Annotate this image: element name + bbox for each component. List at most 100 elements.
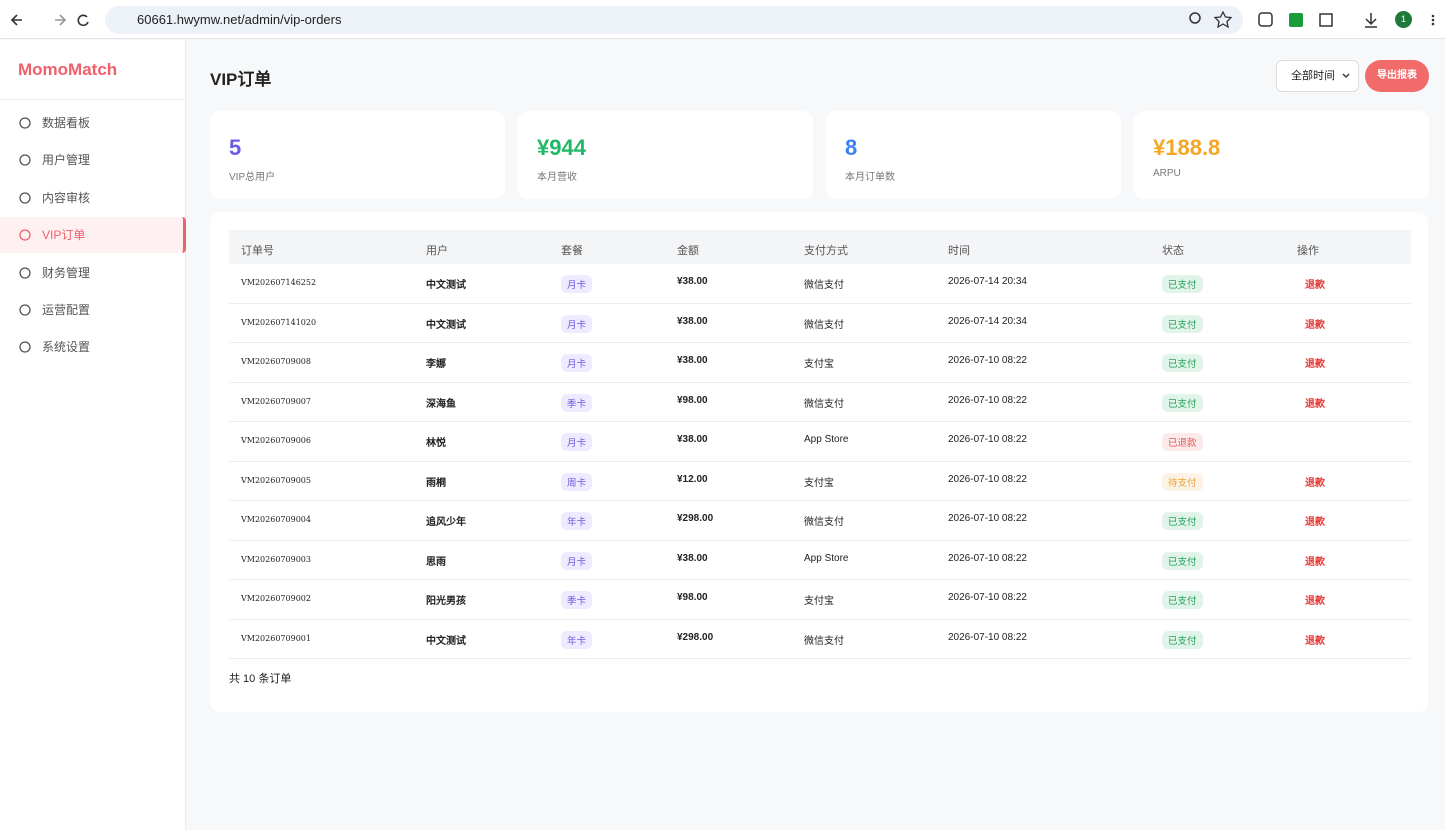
cell-plan: 年卡 [561,630,593,649]
cell-plan: 月卡 [561,551,593,570]
cell-amount: ¥38.00 [677,315,708,327]
cell-time: 2026-07-10 08:22 [948,434,1027,445]
stat-label: 本月订单数 [845,172,895,183]
cell-payment: 微信支付 [804,398,844,410]
browser-toolbar: 60661.hwymw.net/admin/vip-orders 1 [0,0,1445,39]
stat-value: 8 [845,135,858,160]
row-divider [229,381,1411,383]
cell-time: 2026-07-10 08:22 [948,394,1027,406]
cell-user: 阳光男孩 [426,596,466,607]
cell-user: 中文测试 [426,280,466,291]
divider [0,99,186,100]
stat-label: ARPU [1153,168,1181,179]
cell-amount: ¥38.00 [677,434,708,445]
cell-plan: 月卡 [561,314,593,333]
cell-time: 2026-07-10 08:22 [948,552,1027,564]
cell-id: VM202607146252 [241,278,317,287]
cell-id: VM20260709005 [241,475,311,485]
cell-time: 2026-07-14 20:34 [948,276,1027,287]
address-bar[interactable]: 60661.hwymw.net/admin/vip-orders [105,6,1243,34]
refund-link[interactable]: 退款 [1305,319,1325,331]
refund-link[interactable]: 退款 [1305,359,1325,370]
cell-user: 中文测试 [426,319,466,331]
chevron [1342,73,1350,78]
cell-id: VM20260709002 [241,594,311,603]
cell-plan: 季卡 [561,591,593,609]
cell-amount: ¥38.00 [677,552,708,564]
cell-id: VM202607141020 [241,317,317,327]
cell-status: 已支付 [1162,354,1203,372]
profile-avatar[interactable]: 1 [1395,11,1412,28]
cell-plan: 月卡 [561,275,593,293]
table-header [229,230,1411,264]
refund-link[interactable]: 退款 [1305,280,1325,291]
stat-value: ¥188.8 [1153,135,1221,160]
column-header: 时间 [948,245,970,257]
row-divider [229,539,1411,541]
refund-link[interactable]: 退款 [1305,398,1325,410]
menu-item[interactable]: 内容审核 [0,180,186,216]
cell-user: 雨桐 [426,477,446,489]
cell-user: 中文测试 [426,635,466,647]
cell-id: VM20260709004 [241,515,311,524]
cell-plan: 季卡 [561,393,593,412]
row-divider [229,500,1411,501]
cell-user: 追风少年 [426,517,466,528]
refund-link[interactable]: 退款 [1305,517,1325,528]
cell-id: VM20260709008 [241,357,311,366]
table-card [210,212,1428,712]
menu-item[interactable]: 财务管理 [0,255,186,291]
stat-value: ¥944 [537,135,586,160]
column-header: 操作 [1297,245,1319,257]
stat-card: 8 本月订单数 [826,111,1121,199]
cell-payment: App Store [804,552,849,564]
cell-amount: ¥38.00 [677,355,708,366]
cell-amount: ¥98.00 [677,592,708,603]
cell-user: 林悦 [426,438,446,449]
row-divider [229,302,1411,304]
menu-icon [19,304,31,316]
cell-payment: 支付宝 [804,596,834,607]
stat-card: ¥188.8 ARPU [1134,111,1429,199]
stat-label: VIP总用户 [229,172,276,183]
refund-link[interactable]: 退款 [1305,556,1325,568]
refund-link[interactable]: 退款 [1305,635,1325,647]
column-header: 订单号 [241,245,274,257]
export-button[interactable]: 导出报表 [1365,60,1429,92]
table-footer: 共 10 条订单 [229,673,292,685]
cell-payment: 微信支付 [804,517,844,528]
cell-plan: 月卡 [561,354,593,372]
cell-status: 已支付 [1162,630,1203,649]
row-divider [229,579,1411,580]
cell-time: 2026-07-10 08:22 [948,513,1027,524]
menu-icon [19,192,31,204]
cell-time: 2026-07-10 08:22 [948,592,1027,603]
menu-item[interactable]: 运营配置 [0,292,186,328]
cell-status: 已支付 [1162,275,1203,293]
cell-payment: 支付宝 [804,359,834,370]
refund-link[interactable]: 退款 [1305,477,1325,489]
cell-amount: ¥38.00 [677,276,708,287]
menu-icon [19,266,31,279]
refund-link[interactable]: 退款 [1305,596,1325,607]
column-header: 金额 [677,245,699,257]
menu-item[interactable]: 用户管理 [0,142,186,178]
cell-status: 待支付 [1162,472,1203,491]
cell-plan: 月卡 [561,433,593,451]
menu-item[interactable]: 系统设置 [0,329,186,365]
cell-payment: 微信支付 [804,280,844,291]
row-divider [229,421,1411,422]
time-filter[interactable]: 全部时间 [1276,60,1359,92]
menu-item[interactable]: 数据看板 [0,105,186,141]
cell-status: 已支付 [1162,393,1203,412]
menu-icon [19,154,31,167]
cell-id: VM20260709001 [241,633,311,643]
menu-item[interactable]: VIP订单 [0,217,186,254]
nav-buttons[interactable] [10,10,90,30]
cell-amount: ¥298.00 [677,513,714,524]
cell-payment: 支付宝 [804,477,834,489]
cell-id: VM20260709007 [241,396,311,406]
menu-icon [19,341,31,354]
menu-icon [19,229,31,241]
cell-time: 2026-07-10 08:22 [948,473,1027,485]
